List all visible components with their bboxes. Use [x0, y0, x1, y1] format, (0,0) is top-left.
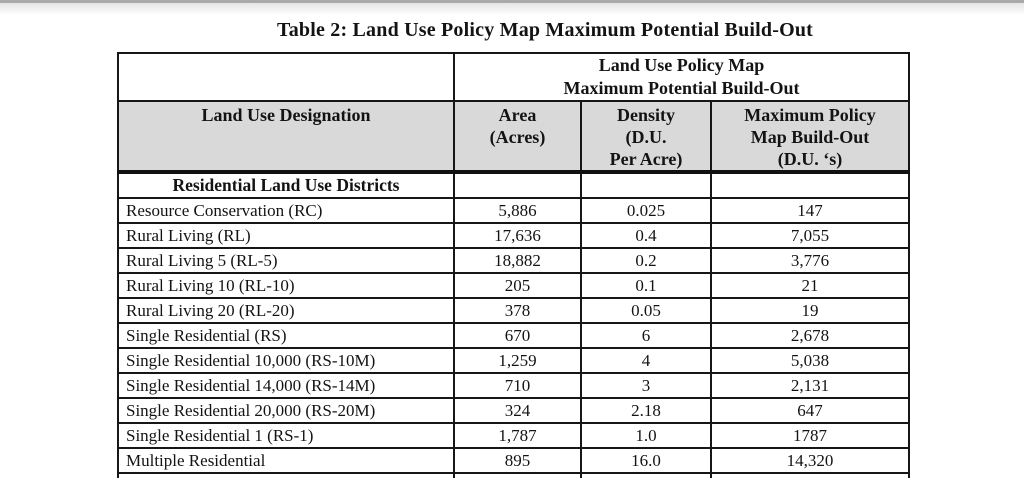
table-row: Multiple Residential 895 16.0 14,320: [117, 447, 911, 474]
cell-density: 6: [580, 322, 712, 349]
table-row: Single Residential (RS) 670 6 2,678: [117, 322, 911, 349]
cell-buildout: 647: [709, 397, 911, 424]
cell-area: 18,882: [453, 247, 582, 274]
cell-label: Rural Living 10 (RL-10): [117, 272, 455, 299]
table-row: Total Residential48,632--37,619: [117, 472, 911, 478]
cell-buildout: 3,776: [709, 247, 911, 274]
cell-buildout: 2,678: [709, 322, 911, 349]
table-row: Single Residential 14,000 (RS-14M) 710 3 2,…: [117, 372, 911, 399]
cell-area: 205: [453, 272, 582, 299]
column-header-max-buildout: Maximum Policy Map Build-Out (D.U. ‘s): [709, 100, 911, 174]
column-header-text: Per Acre): [609, 149, 683, 169]
column-header-text: Maximum Policy: [744, 105, 876, 125]
group-header-row: Land Use Policy Map Maximum Potential Bu…: [117, 52, 911, 102]
cell-density: --: [580, 472, 712, 478]
cell-density: 2.18: [580, 397, 712, 424]
cell-area: 48,632: [453, 472, 582, 478]
table-row: Single Residential 1 (RS-1) 1,787 1.0 1787: [117, 422, 911, 449]
table-row: Rural Living (RL) 17,636 0.4 7,055: [117, 222, 911, 249]
cell-area: 1,787: [453, 422, 582, 449]
column-header-text: (D.U. ‘s): [777, 149, 843, 169]
cell-buildout: 21: [709, 272, 911, 299]
cell-label: Single Residential 14,000 (RS-14M): [117, 372, 455, 399]
cell-label: Resource Conservation (RC): [117, 197, 455, 224]
column-header-density: Density (D.U. Per Acre): [580, 100, 712, 174]
cell-buildout: [709, 171, 911, 199]
column-header-text: Land Use Designation: [201, 105, 371, 125]
table-title: Table 2: Land Use Policy Map Maximum Pot…: [277, 19, 814, 41]
cell-density: 0.2: [580, 247, 712, 274]
cell-density: 4: [580, 347, 712, 374]
column-header-text: (D.U.: [625, 127, 667, 147]
cell-area: 710: [453, 372, 582, 399]
cell-area: 378: [453, 297, 582, 324]
column-header-text: Density: [617, 105, 675, 125]
cell-label: Rural Living 5 (RL-5): [117, 247, 455, 274]
cell-label: Rural Living (RL): [117, 222, 455, 249]
table-row: Single Residential 20,000 (RS-20M) 324 2.1…: [117, 397, 911, 424]
cell-area: 670: [453, 322, 582, 349]
cell-buildout: 147: [709, 197, 911, 224]
cell-density: 0.05: [580, 297, 712, 324]
column-header-area: Area (Acres): [453, 100, 582, 174]
cell-buildout: 19: [709, 297, 911, 324]
column-header-designation: Land Use Designation: [117, 100, 455, 174]
cell-label: Multiple Residential: [117, 447, 455, 474]
table-row: Rural Living 20 (RL-20) 378 0.05 19: [117, 297, 911, 324]
cell-density: 1.0: [580, 422, 712, 449]
cell-buildout: 5,038: [709, 347, 911, 374]
cell-density: [580, 171, 712, 199]
cell-buildout: 7,055: [709, 222, 911, 249]
viewer-top-shadow: [0, 3, 1024, 15]
cell-density: 3: [580, 372, 712, 399]
cell-area: [453, 171, 582, 199]
table-row: Residential Land Use Districts: [117, 171, 911, 199]
column-header-text: (Acres): [489, 127, 546, 147]
buildout-table: Land Use Policy Map Maximum Potential Bu…: [117, 52, 911, 478]
cell-area: 895: [453, 447, 582, 474]
cell-density: 0.025: [580, 197, 712, 224]
table-row: Resource Conservation (RC) 5,886 0.025 147: [117, 197, 911, 224]
cell-area: 5,886: [453, 197, 582, 224]
empty-corner-cell: [117, 52, 455, 102]
cell-area: 1,259: [453, 347, 582, 374]
group-header-line2: Maximum Potential Build-Out: [563, 78, 800, 98]
cell-buildout: 1787: [709, 422, 911, 449]
cell-area: 324: [453, 397, 582, 424]
column-header-text: Area: [498, 105, 537, 125]
cell-buildout: 14,320: [709, 447, 911, 474]
cell-label: Single Residential 1 (RS-1): [117, 422, 455, 449]
table-row: Single Residential 10,000 (RS-10M) 1,259 4…: [117, 347, 911, 374]
group-header-line1: Land Use Policy Map: [598, 55, 765, 75]
cell-label: Single Residential (RS): [117, 322, 455, 349]
cell-area: 17,636: [453, 222, 582, 249]
cell-label: Total Residential: [117, 472, 455, 478]
cell-density: 0.4: [580, 222, 712, 249]
cell-label: Rural Living 20 (RL-20): [117, 297, 455, 324]
table-body: Residential Land Use Districts Resource C…: [117, 171, 911, 478]
cell-density: 16.0: [580, 447, 712, 474]
column-header-row: Land Use Designation Area (Acres) Densit…: [117, 100, 911, 174]
cell-density: 0.1: [580, 272, 712, 299]
viewer-top-edge: [0, 0, 1024, 3]
table-row: Rural Living 5 (RL-5) 18,882 0.2 3,776: [117, 247, 911, 274]
column-header-text: Map Build-Out: [750, 127, 870, 147]
table-row: Rural Living 10 (RL-10) 205 0.1 21: [117, 272, 911, 299]
cell-label: Single Residential 10,000 (RS-10M): [117, 347, 455, 374]
group-header-cell: Land Use Policy Map Maximum Potential Bu…: [452, 52, 911, 102]
cell-label: Residential Land Use Districts: [117, 171, 455, 199]
cell-buildout: 37,619: [709, 472, 911, 478]
cell-label: Single Residential 20,000 (RS-20M): [117, 397, 455, 424]
cell-buildout: 2,131: [709, 372, 911, 399]
